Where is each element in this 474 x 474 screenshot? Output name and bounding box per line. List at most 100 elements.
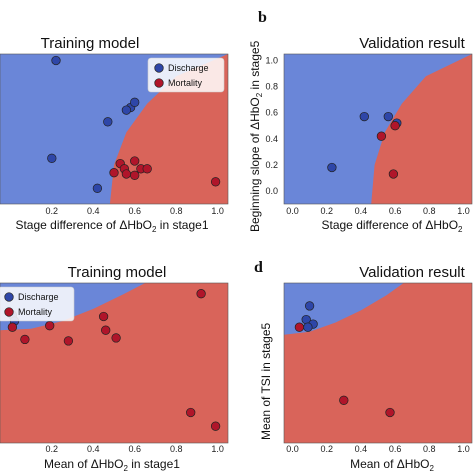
panel-a-discharge-point-4	[103, 117, 113, 127]
panel-b-frame	[283, 53, 473, 205]
panel-d-frame	[283, 282, 473, 444]
panel-c-xtick-0: 0.2	[46, 444, 59, 454]
panel-c-mortality-point-9	[210, 421, 221, 431]
panel-d-title: Validation result	[359, 264, 465, 281]
panel-d-mortality-point-2	[385, 407, 395, 418]
panel-label-b: b	[258, 9, 267, 26]
panel-b-ytick-2: 0.4	[265, 134, 278, 144]
panel-b-discharge-point-0	[359, 111, 369, 122]
panel-d-xtick-1: 0.2	[320, 444, 333, 454]
panel-a-discharge-point-2	[130, 97, 140, 107]
panel-c-mortality-point-0	[7, 322, 18, 332]
panel-a: Training model Discharge Mortality 0.2 0.4…	[0, 35, 229, 234]
panel-d-mortality-point-0	[294, 322, 305, 332]
panel-b-ytick-3: 0.6	[265, 108, 278, 118]
panel-a-plot: Discharge Mortality	[0, 53, 229, 205]
panel-b-xtick-2: 0.4	[355, 206, 368, 216]
panel-b-discharge-point-1	[383, 111, 393, 122]
panel-b-title: Validation result	[359, 35, 465, 52]
panel-c-xtick-3: 0.8	[170, 444, 183, 454]
panel-a-discharge-point-3	[121, 105, 132, 115]
panel-a-title: Training model	[41, 35, 140, 52]
panel-c-xlabel: Mean of ΔHbO2 in stage1	[44, 457, 180, 473]
panel-c-mortality-point-1	[20, 334, 30, 345]
panel-a-mortality-point-8	[210, 177, 221, 187]
panel-d-xtick-3: 0.6	[389, 444, 402, 454]
panel-c-mortality-point-7	[196, 289, 206, 299]
panel-a-mortality-point-0	[130, 156, 140, 166]
panel-b-xtick-1: 0.2	[320, 206, 333, 216]
panel-b-xtick-3: 0.6	[389, 206, 402, 216]
panel-c-mortality-point-6	[111, 333, 121, 343]
panel-c: Training model Discharge Mortality 0.2 0.4…	[0, 264, 229, 473]
panel-a-discharge-point-6	[92, 183, 103, 193]
panel-c-xtick-4: 1.0	[211, 444, 224, 454]
panel-d-xtick-5: 1.0	[457, 444, 470, 454]
panel-a-discharge-point-0	[51, 55, 61, 66]
legend-marker-mortality	[4, 307, 14, 317]
legend-marker-mortality	[154, 78, 164, 88]
panel-a-mortality-point-6	[130, 170, 140, 180]
panel-b-yticks: 0.0 0.2 0.4 0.6 0.8 1.0	[265, 56, 278, 197]
panel-b-xticks: 0.0 0.2 0.4 0.6 0.8 1.0	[286, 206, 470, 216]
panel-a-mortality-point-7	[109, 168, 119, 178]
panel-b-ytick-4: 0.8	[265, 82, 278, 92]
panel-b: b Validation result 0.0 0.2 0.4 0.6 0.8 1.0 0…	[248, 9, 473, 234]
panel-a-xtick-1: 0.4	[87, 206, 100, 216]
legend-box	[147, 57, 225, 93]
panel-c-mortality-region	[0, 283, 228, 443]
panel-b-mortality-region	[371, 54, 472, 204]
panel-d-xtick-0: 0.0	[286, 444, 299, 454]
panel-a-discharge-point-5	[47, 153, 57, 163]
panel-a-legend: Discharge Mortality	[147, 57, 225, 93]
panel-b-xtick-0: 0.0	[286, 206, 299, 216]
panel-d-discharge-point-1	[304, 301, 315, 311]
legend-marker-discharge	[4, 292, 14, 302]
legend-label-discharge: Discharge	[168, 63, 209, 73]
legend-label-mortality: Mortality	[18, 307, 53, 317]
panel-c-frame	[0, 282, 229, 444]
panel-c-mortality-point-4	[98, 311, 109, 322]
panel-b-mortality-point-1	[376, 131, 387, 141]
panel-c-xtick-1: 0.4	[87, 444, 100, 454]
panel-b-xtick-5: 1.0	[457, 206, 470, 216]
legend-label-discharge: Discharge	[18, 292, 59, 302]
panel-d: d Validation result 0.0 0.2 0.4 0.6 0.8 1.0 M…	[254, 259, 473, 473]
panel-c-xtick-2: 0.6	[128, 444, 141, 454]
panel-d-xlabel: Mean of ΔHbO2	[350, 457, 434, 473]
panel-c-plot: Discharge Mortality	[0, 282, 229, 444]
legend-marker-discharge	[154, 63, 164, 73]
panel-a-xtick-2: 0.6	[128, 206, 141, 216]
panel-d-xticks: 0.0 0.2 0.4 0.6 0.8 1.0	[286, 444, 470, 454]
panel-b-ytick-5: 1.0	[265, 56, 278, 66]
panel-b-xlabel: Stage difference of ΔHbO2	[322, 218, 464, 234]
panel-d-ylabel: Mean of TSI in stage5	[259, 322, 273, 440]
panel-b-discharge-point-3	[327, 162, 337, 173]
panel-a-xtick-0: 0.2	[46, 206, 59, 216]
panel-a-xlabel: Stage difference of ΔHbO2 in stage1	[15, 218, 208, 234]
panel-b-xtick-4: 0.8	[423, 206, 436, 216]
panel-d-mortality-point-1	[339, 395, 349, 405]
panel-b-ytick-1: 0.2	[265, 160, 278, 170]
panel-d-discharge-point-3	[303, 322, 313, 332]
panel-a-mortality-point-3	[121, 169, 132, 179]
panel-c-title: Training model	[68, 264, 167, 281]
panel-a-mortality-point-5	[142, 164, 152, 174]
panel-label-d: d	[254, 259, 263, 276]
panel-d-plot	[283, 282, 473, 444]
panel-c-mortality-point-8	[186, 407, 196, 418]
panel-c-mortality-point-5	[101, 325, 111, 335]
legend-box	[0, 286, 75, 322]
panel-c-mortality-point-3	[63, 336, 74, 346]
panel-b-ytick-0: 0.0	[265, 186, 278, 196]
panel-a-frame	[0, 53, 229, 205]
panel-b-mortality-point-2	[388, 169, 399, 179]
panel-a-xtick-4: 1.0	[211, 206, 224, 216]
panel-b-ylabel: Beginning slope of ΔHbO2 in stage5	[248, 40, 264, 232]
legend-label-mortality: Mortality	[168, 78, 203, 88]
panel-d-xtick-2: 0.4	[355, 444, 368, 454]
panel-c-mortality-point-2	[45, 321, 55, 331]
panel-d-mortality-region	[284, 283, 472, 443]
panel-b-mortality-point-0	[390, 121, 400, 131]
